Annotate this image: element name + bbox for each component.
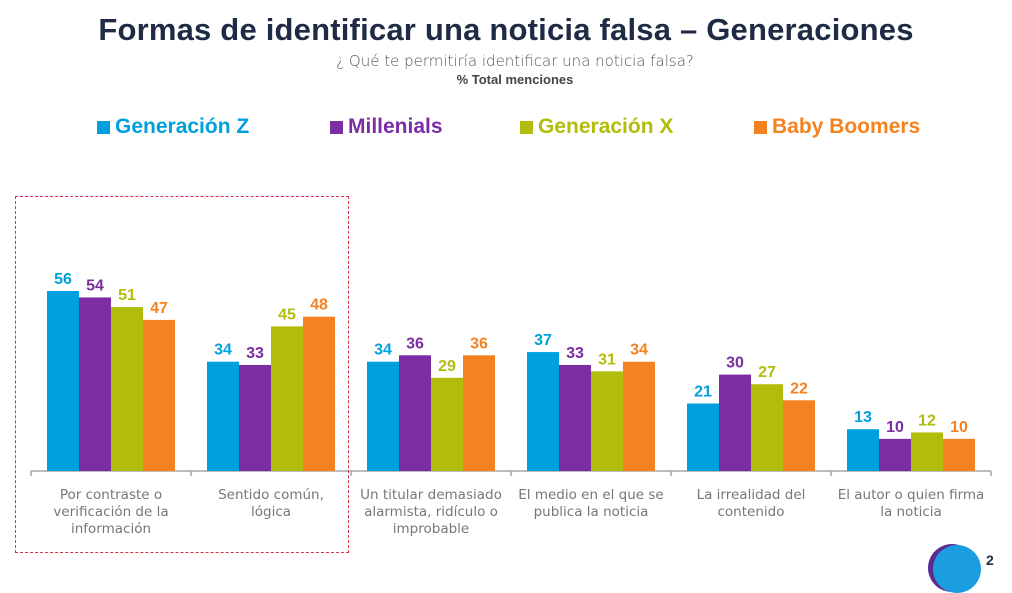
data-label: 29	[438, 358, 456, 375]
bar-millenials-0	[79, 297, 111, 471]
page-number: 2	[986, 552, 994, 568]
data-label: 51	[118, 287, 136, 304]
data-label: 36	[470, 335, 488, 352]
legend-swatch-icon	[754, 120, 767, 134]
brand-logo-icon	[933, 545, 981, 593]
bar-generaci-n-x-4	[751, 384, 783, 471]
legend-label: Millenials	[348, 115, 443, 138]
bar-baby-boomers-5	[943, 438, 975, 471]
legend-item-generacion-z: Generación Z	[97, 115, 249, 139]
data-label: 45	[278, 306, 296, 323]
bar-generaci-n-x-1	[271, 326, 303, 471]
category-label: Un titular demasiado	[360, 487, 502, 503]
bar-baby-boomers-4	[783, 400, 815, 471]
data-label: 36	[406, 335, 424, 352]
data-label: 33	[566, 345, 584, 362]
bar-generaci-n-x-2	[431, 377, 463, 471]
bar-generaci-n-z-4	[687, 403, 719, 471]
data-label: 33	[246, 345, 264, 362]
bar-generaci-n-x-0	[111, 307, 143, 471]
bar-baby-boomers-3	[623, 361, 655, 471]
category-label: improbable	[393, 521, 469, 537]
data-label: 37	[534, 332, 552, 349]
data-label: 34	[214, 342, 232, 359]
legend-swatch-icon	[97, 120, 110, 134]
data-label: 48	[310, 297, 328, 314]
bar-generaci-n-x-3	[591, 371, 623, 471]
bar-millenials-5	[879, 438, 911, 471]
data-label: 12	[918, 412, 936, 429]
chart-measure: % Total menciones	[456, 72, 574, 87]
chart-question: ¿ Qué te permitiría identificar una noti…	[336, 52, 694, 70]
data-label: 34	[630, 342, 648, 359]
bar-baby-boomers-1	[303, 316, 335, 471]
data-label: 21	[694, 384, 712, 401]
data-label: 47	[150, 300, 168, 317]
highlight-box	[15, 196, 349, 553]
data-label: 22	[790, 380, 808, 397]
bar-baby-boomers-2	[463, 355, 495, 471]
data-label: 31	[598, 351, 616, 368]
bar-millenials-2	[399, 355, 431, 471]
data-label: 54	[86, 277, 104, 294]
legend-label: Baby Boomers	[772, 115, 921, 138]
category-label: publica la noticia	[534, 504, 649, 520]
category-label: El medio en el que se	[518, 487, 663, 503]
category-label: Por contraste o	[60, 487, 162, 503]
bar-generaci-n-z-0	[47, 291, 79, 471]
category-label: lógica	[251, 504, 291, 520]
data-label: 13	[854, 409, 872, 426]
legend-item-baby-boomers: Baby Boomers	[754, 115, 920, 139]
bar-millenials-4	[719, 374, 751, 471]
data-label: 10	[950, 419, 968, 436]
category-label: El autor o quien firma	[838, 487, 985, 503]
category-label: La irrealidad del	[697, 487, 806, 503]
bar-generaci-n-z-5	[847, 429, 879, 471]
data-label: 27	[758, 364, 776, 381]
bar-generaci-n-x-5	[911, 432, 943, 471]
bar-generaci-n-z-3	[527, 352, 559, 471]
bar-baby-boomers-0	[143, 319, 175, 471]
category-label: la noticia	[880, 504, 942, 520]
page-title: Formas de identificar una noticia falsa …	[98, 12, 914, 47]
legend-label: Generación X	[538, 115, 674, 138]
data-label: 56	[54, 271, 72, 288]
data-label: 34	[374, 342, 392, 359]
category-label: Sentido común,	[218, 487, 324, 503]
bar-millenials-3	[559, 364, 591, 471]
data-label: 10	[886, 419, 904, 436]
legend-swatch-icon	[330, 120, 343, 134]
category-label: contenido	[718, 504, 785, 520]
legend-item-millenials: Millenials	[330, 115, 443, 139]
category-label: verificación de la	[53, 504, 168, 520]
category-label: alarmista, ridículo o	[364, 504, 498, 520]
legend-swatch-icon	[520, 120, 533, 134]
category-label: información	[71, 521, 151, 537]
bar-millenials-1	[239, 364, 271, 471]
bar-generaci-n-z-2	[367, 361, 399, 471]
bar-generaci-n-z-1	[207, 361, 239, 471]
legend-label: Generación Z	[115, 115, 250, 138]
legend-item-generacion-x: Generación X	[520, 115, 673, 139]
data-label: 30	[726, 355, 744, 372]
